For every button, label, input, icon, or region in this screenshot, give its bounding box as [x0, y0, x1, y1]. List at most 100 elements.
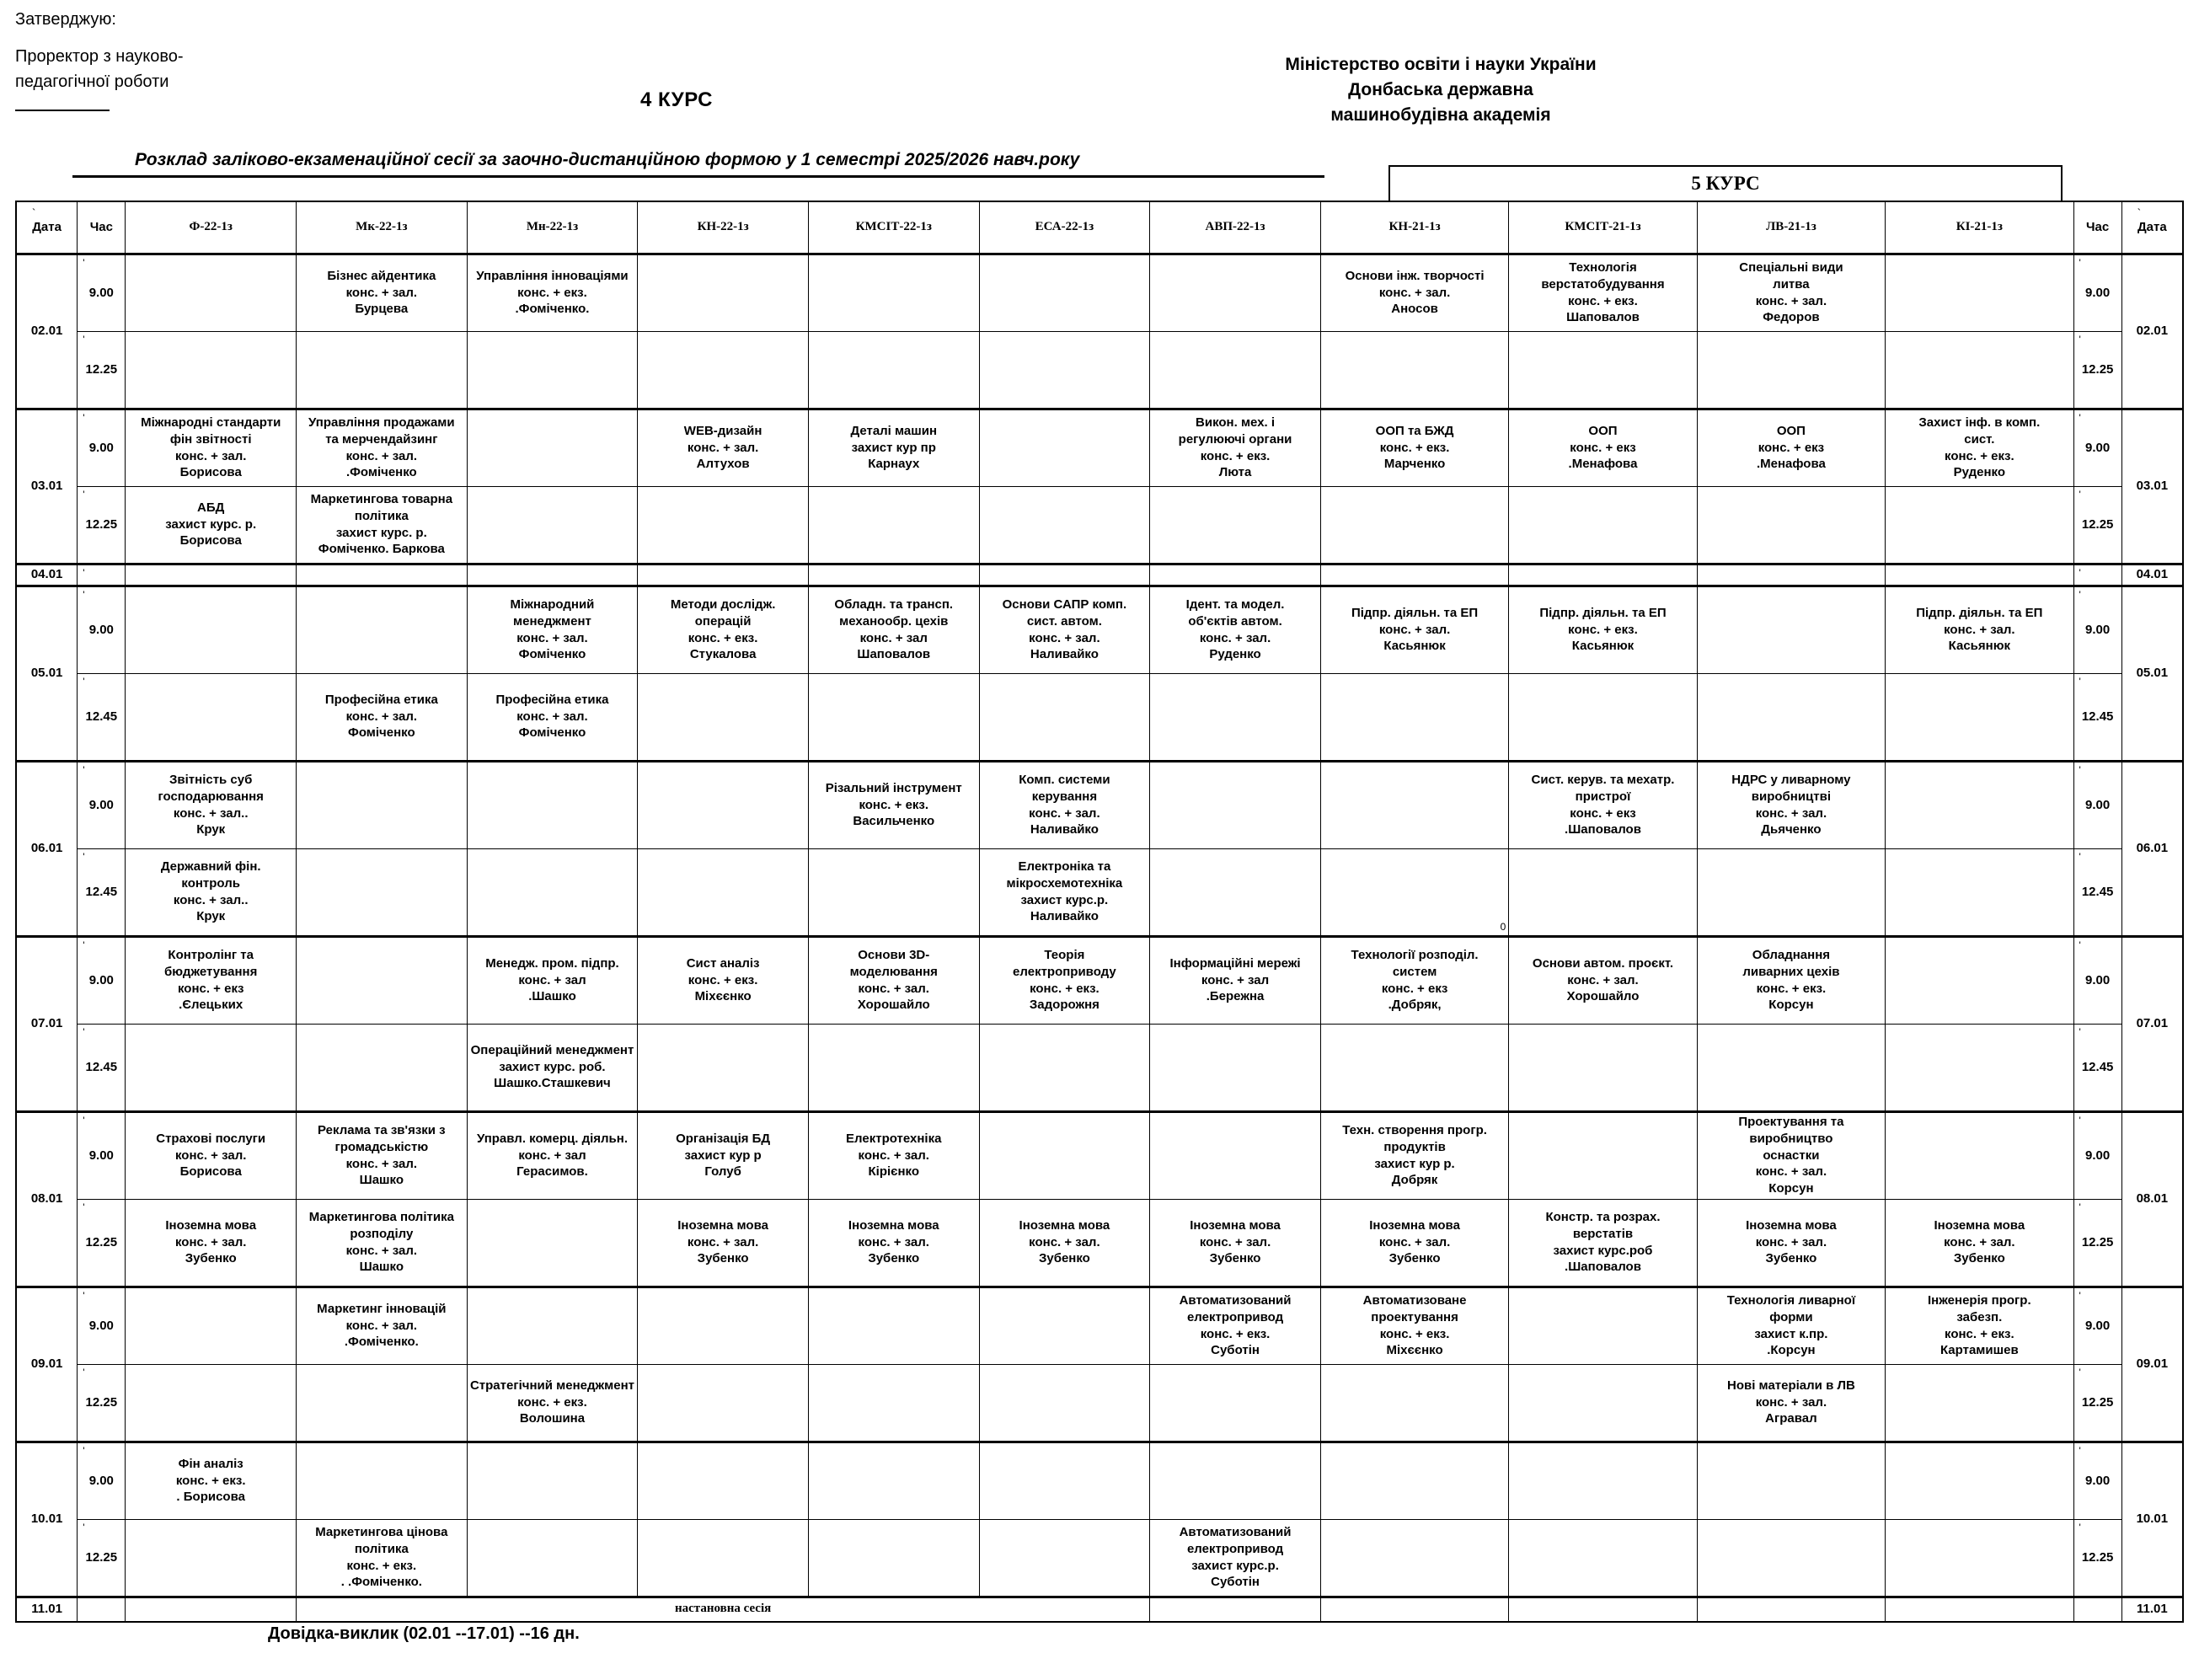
cell-line: конс. + екз [177, 981, 244, 996]
cell-line: Стратегічний менеджмент [469, 1378, 634, 1393]
hour-cell-right: ' [2073, 562, 2122, 586]
cell-line: Корсун [1768, 1181, 1814, 1196]
header-group-6: АВП-22-1з [1149, 201, 1321, 254]
cell-line: моделювання [849, 964, 938, 979]
schedule-cell [807, 562, 980, 586]
cell-line: .Менафова [1568, 457, 1638, 472]
cell-line: систем [1392, 964, 1437, 979]
cell-line: Іноземна мова [1746, 1217, 1837, 1233]
schedule-row: 08.01 ' 9.00 Страхові послуги конс. + зал. Бо… [15, 1110, 2184, 1287]
tick-mark: ' [2079, 763, 2081, 776]
cell-line: Касьянюк [1383, 639, 1446, 654]
schedule-cell [807, 1363, 980, 1442]
hour-cell-left: ' 12.45 [77, 848, 126, 937]
tick-mark: ' [2079, 850, 2081, 863]
course-5-label: 5 КУРС [1388, 165, 2063, 201]
cell-line: Технологія ливарної [1726, 1292, 1856, 1308]
schedule-cell: Обладнання ливарних цехів конс. + екз. Корс… [1696, 934, 1886, 1025]
cell-line: конс. + зал. [1378, 285, 1451, 300]
cell-line: Фоміченко [518, 725, 586, 741]
schedule-cell: Маркетинг інновацій конс. + зал. .Фоміченк… [296, 1285, 468, 1365]
cell-line: Маркетинг інновацій [317, 1301, 447, 1316]
cell-line: політика [354, 508, 409, 523]
cell-line: Іноземна мова [1934, 1217, 2025, 1233]
schedule-cell [1508, 1023, 1698, 1112]
cell-line: конс. + зал. [1755, 1394, 1827, 1410]
schedule-cell: Управління інноваціями конс. + екз. .Фоміч… [466, 252, 639, 332]
tick-mark: ' [2079, 939, 2081, 951]
schedule-cell: ООП та БЖД конс. + екз. Марченко [1319, 407, 1510, 487]
ministry-block: Міністерство освіти і науки України Донб… [1205, 52, 1677, 127]
cell-line: Міхєєнко [694, 989, 752, 1004]
cell-line: Іноземна мова [677, 1217, 768, 1233]
schedule-cell: Теорія електроприводу конс. + екз. Задорожн… [978, 934, 1151, 1025]
cell-line: сист. автом. [1026, 613, 1102, 629]
cell-line: електроприводу [1013, 964, 1116, 979]
schedule-cell [807, 848, 980, 937]
schedule-cell: WEB-дизайн конс. + зал. Алтухов [637, 407, 809, 487]
schedule-cell [1696, 485, 1886, 564]
schedule-row: 11.01 настановна сесія 11.01 [15, 1595, 2184, 1623]
hour-cell-left: ' 9.00 [77, 759, 126, 849]
schedule-cell: Техн. створення прогр. продуктів захист ку… [1319, 1110, 1510, 1200]
cell-line: Хорошайло [857, 998, 930, 1013]
schedule-cell [1149, 848, 1321, 937]
schedule-cell [1508, 485, 1698, 564]
schedule-cell [1885, 562, 2074, 586]
table-header-row: ` Дата Час Ф-22-1з Мк-22-1з Мн-22-1з КН-2… [15, 201, 2184, 254]
cell-line: електропривод [1186, 1541, 1284, 1556]
cell-line: Борисова [179, 465, 242, 480]
hour-cell-right: ' 9.00 [2073, 1285, 2122, 1365]
schedule-cell: Технологія верстатобудування конс. + екз. Ш… [1508, 252, 1698, 332]
cell-line: конс. + зал. [1378, 1234, 1451, 1249]
cell-line: конс. + зал. [687, 1234, 759, 1249]
header-date-left: ` Дата [15, 201, 78, 254]
schedule-cell [1885, 1110, 2074, 1200]
cell-line: забезп. [1956, 1309, 2003, 1324]
schedule-cell [1885, 848, 2074, 937]
schedule-cell [1319, 1595, 1510, 1623]
cell-line: Зубенко [697, 1251, 749, 1266]
cell-line: конс. + екз. [1200, 1326, 1271, 1341]
cell-line: Стукалова [689, 647, 757, 662]
cell-line: пристрої [1575, 789, 1631, 804]
cell-line: . .Фоміченко. [340, 1575, 422, 1590]
tick-mark: ' [83, 1025, 85, 1038]
cell-line: Голуб [704, 1164, 741, 1180]
schedule-cell [807, 1440, 980, 1520]
hour-cell-left: ' 12.45 [77, 672, 126, 762]
cell-line: захист курс.р. [1191, 1558, 1279, 1573]
course-4-label: 4 КУРС [640, 88, 713, 111]
hour-cell-right: ' 9.00 [2073, 252, 2122, 332]
schedule-cell [296, 934, 468, 1025]
cell-line: захист курс. р. [165, 516, 257, 532]
schedule-cell: Основи автом. проєкт. конс. + зал. Хорошай… [1508, 934, 1698, 1025]
header-group-2: Мн-22-1з [466, 201, 639, 254]
cell-line: конс. + зал. [174, 1234, 247, 1249]
schedule-cell [1149, 330, 1321, 409]
schedule-cell: Звітність суб господарювання конс. + зал..… [125, 759, 297, 849]
cell-line: Управління продажами [308, 415, 455, 430]
schedule-cell [466, 407, 639, 487]
cell-line: конс. + зал. [1378, 622, 1451, 637]
tick-mark: ' [83, 588, 85, 601]
schedule-cell: Менедж. пром. підпр. конс. + зал .Шашко [466, 934, 639, 1025]
tick-mark: ' [2079, 256, 2081, 269]
date-cell-left: 11.01 [15, 1595, 78, 1623]
schedule-row: ' 12.25 Маркетингова цінова політика конс. +… [16, 1518, 2183, 1597]
hour-cell-right: ' 9.00 [2073, 1110, 2122, 1200]
schedule-cell: Професійна етика конс. + зал. Фоміченко [296, 672, 468, 762]
schedule-cell [637, 848, 809, 937]
cell-line: Наливайко [1030, 647, 1099, 662]
cell-line: Карнаух [868, 457, 920, 472]
cell-line: Захист інф. в комп. [1918, 415, 2041, 430]
cell-line: захист кур р [684, 1148, 762, 1163]
schedule-cell [125, 1518, 297, 1597]
schedule-cell: Професійна етика конс. + зал. Фоміченко [466, 672, 639, 762]
schedule-cell [466, 1285, 639, 1365]
schedule-cell [1508, 1518, 1698, 1597]
cell-line: Автоматизоване [1362, 1292, 1467, 1308]
cell-line: Шаповалов [857, 647, 931, 662]
cell-line: конс. + екз. [688, 630, 758, 645]
hour-cell-left: ' 9.00 [77, 584, 126, 674]
